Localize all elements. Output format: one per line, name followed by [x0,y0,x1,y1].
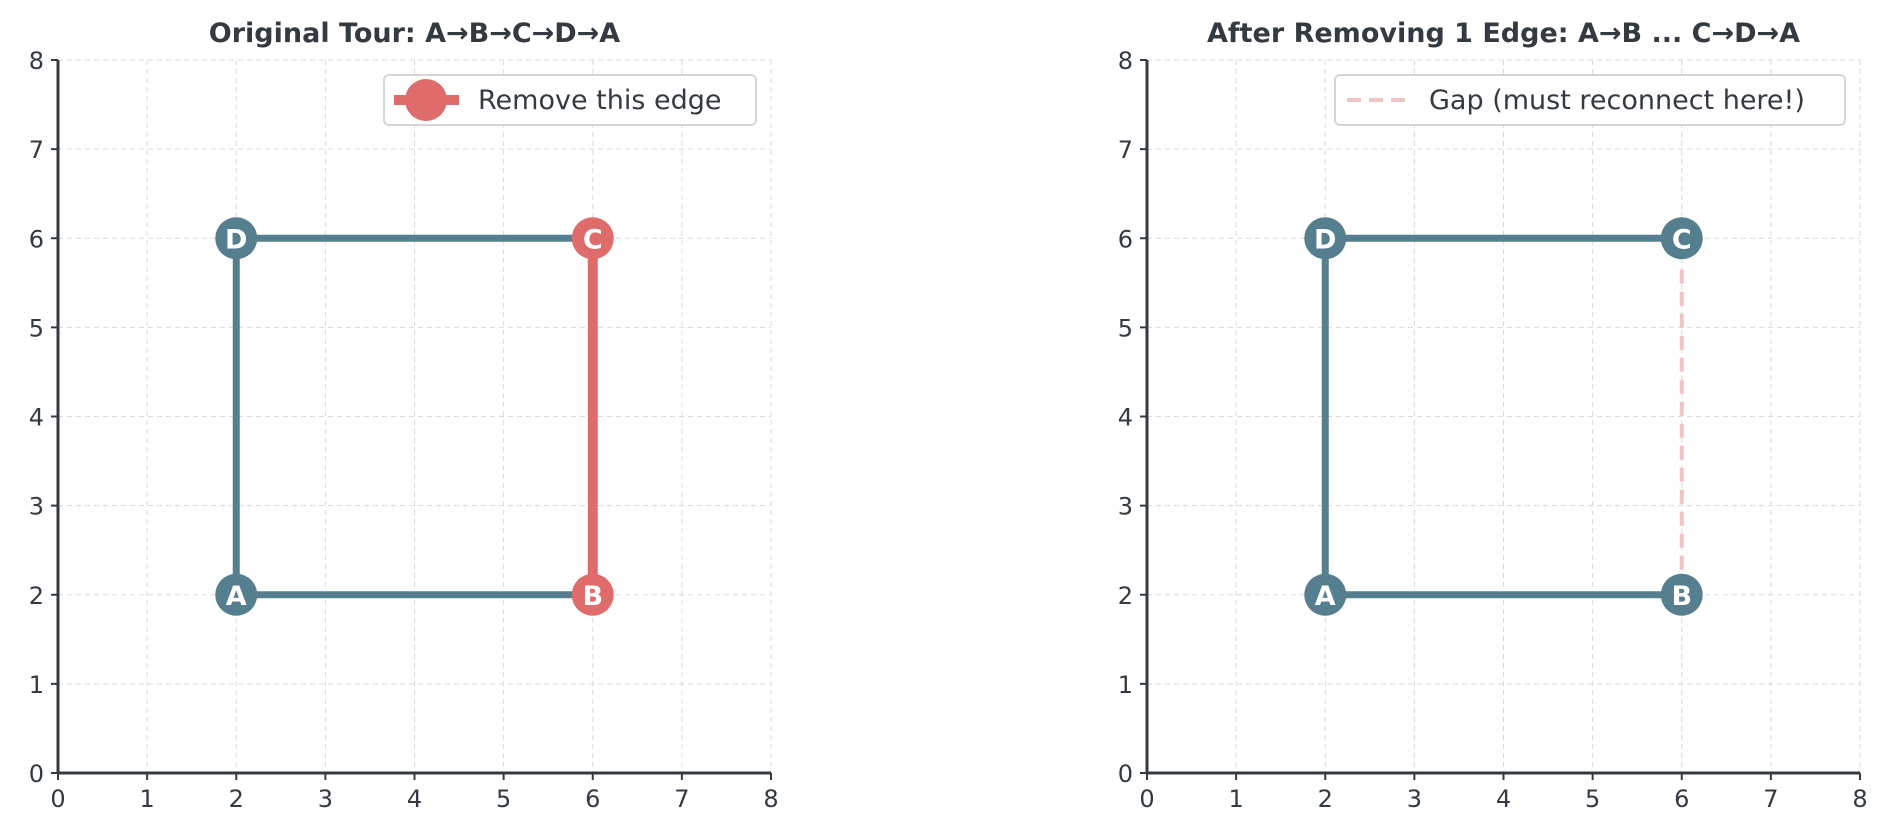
legend: Remove this edge [383,74,757,126]
y-tick-label: 2 [1118,582,1133,610]
y-tick-label: 5 [1118,314,1133,342]
legend-label: Gap (must reconnect here!) [1429,85,1805,116]
node-a-label: A [1315,581,1336,612]
legend: Gap (must reconnect here!) [1334,74,1846,126]
chart-panel-1: 0 1 2 3 4 5 6 7 8 0 1 2 3 4 5 6 7 8 Original Tour: A→B→C→D… [29,18,779,813]
x-tick-label: 2 [229,785,244,813]
y-tick-label: 1 [1118,671,1133,699]
y-tick-label: 6 [1118,225,1133,253]
y-tick-label: 4 [1118,404,1133,432]
x-tick-label: 5 [496,785,511,813]
node-a-marker [215,573,258,616]
x-tick-label: 5 [1585,785,1600,813]
x-tick-label: 7 [1763,785,1778,813]
x-tick-label: 1 [139,785,154,813]
chart-title: After Removing 1 Edge: A→B ... C→D→A [1207,18,1800,49]
y-tick-label: 3 [29,493,44,521]
x-tick-label: 8 [763,785,778,813]
x-tick-label: 8 [1852,785,1867,813]
y-tick-label: 7 [1118,136,1133,164]
x-tick-label: 2 [1318,785,1333,813]
node-d-label: D [225,224,247,255]
x-tick-label: 4 [407,785,422,813]
node-c-label: C [1672,224,1692,255]
x-tick-label: 1 [1228,785,1243,813]
x-tick-label: 7 [674,785,689,813]
y-tick-label: 2 [29,582,44,610]
node-b-label: B [1671,581,1692,612]
y-tick-label: 0 [29,760,44,788]
x-tick-label: 0 [50,785,65,813]
node-d-marker [1304,217,1347,260]
y-tick-label: 8 [1118,47,1133,75]
y-tick-label: 0 [1118,760,1133,788]
node-c-marker [571,217,614,260]
node-a-marker [1304,573,1347,616]
x-tick-label: 3 [1407,785,1422,813]
node-d-marker [215,217,258,260]
x-tick-label: 3 [318,785,333,813]
x-tick-label: 6 [585,785,600,813]
x-tick-label: 4 [1496,785,1511,813]
node-b-marker [571,573,614,616]
legend-box [383,74,757,126]
y-tick-label: 8 [29,47,44,75]
legend-box [1334,74,1846,126]
y-tick-label: 4 [29,404,44,432]
node-b-marker [1660,573,1703,616]
x-tick-label: 0 [1139,785,1154,813]
legend-label: Remove this edge [478,85,722,116]
node-a-label: A [226,581,247,612]
node-b-label: B [582,581,603,612]
chart-panel-2: 0 1 2 3 4 5 6 7 8 0 1 2 3 4 5 6 7 8 After Removing 1 Edge:… [1118,18,1868,813]
y-tick-label: 5 [29,314,44,342]
node-d-label: D [1314,224,1336,255]
chart-title: Original Tour: A→B→C→D→A [209,18,621,49]
y-tick-label: 7 [29,136,44,164]
node-c-marker [1660,217,1703,260]
legend-swatch-marker [405,79,447,121]
y-tick-label: 3 [1118,493,1133,521]
y-tick-label: 6 [29,225,44,253]
node-c-label: C [583,224,603,255]
x-tick-label: 6 [1674,785,1689,813]
y-tick-label: 1 [29,671,44,699]
